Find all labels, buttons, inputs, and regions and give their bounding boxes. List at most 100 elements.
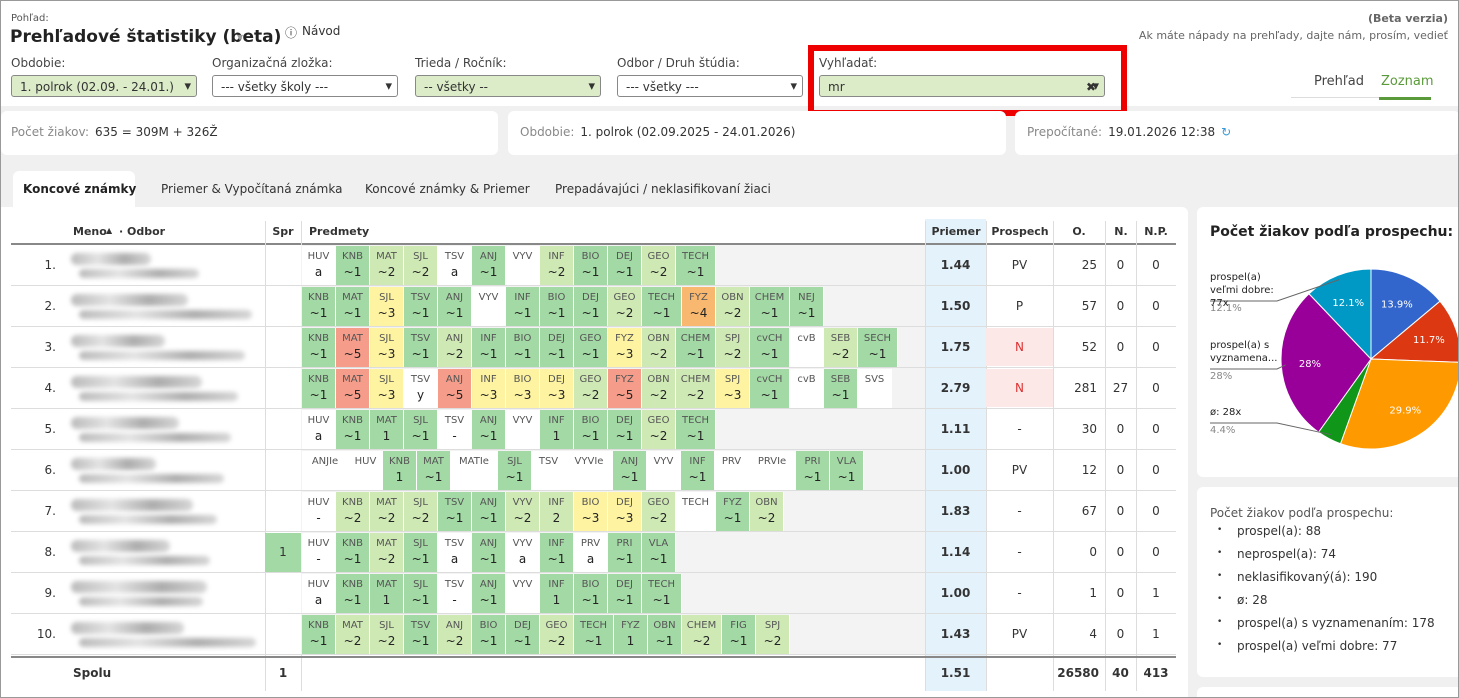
subject-cell[interactable]: TSVa xyxy=(438,533,472,572)
subject-cell[interactable]: cvB xyxy=(790,328,824,367)
subject-cell[interactable]: KNB~2 xyxy=(336,492,370,531)
subject-cell[interactable]: DEJ~1 xyxy=(540,328,574,367)
filter-select[interactable]: 1. polrok (02.09. - 24.01.) xyxy=(11,75,197,97)
subject-cell[interactable]: MAT~2 xyxy=(336,615,370,654)
subject-cell[interactable]: FYZ~5 xyxy=(608,369,642,408)
subject-cell[interactable]: HUV- xyxy=(302,492,336,531)
sort-icon[interactable]: ▲ xyxy=(106,226,112,235)
subject-cell[interactable]: MAT~1 xyxy=(336,287,370,326)
subject-cell[interactable]: SEB~1 xyxy=(824,369,858,408)
subject-cell[interactable]: VYV~2 xyxy=(506,492,540,531)
subject-cell[interactable]: DEJ~1 xyxy=(608,574,642,613)
subject-cell[interactable]: GEO~2 xyxy=(642,410,676,449)
subject-cell[interactable]: cvCH~1 xyxy=(750,369,790,408)
subject-cell[interactable]: SJL~1 xyxy=(404,410,438,449)
help-icon[interactable]: ⓘ xyxy=(285,24,297,41)
subject-cell[interactable]: KNB~1 xyxy=(336,410,370,449)
column-header[interactable]: · Odbor xyxy=(119,225,165,238)
subject-cell[interactable]: FYZ~4 xyxy=(682,287,716,326)
subject-cell[interactable]: SPJ~2 xyxy=(756,615,790,654)
subject-cell[interactable]: INF~3 xyxy=(472,369,506,408)
subject-cell[interactable]: ANJ~1 xyxy=(472,492,506,531)
subject-cell[interactable]: PRVIe xyxy=(749,451,796,490)
subject-cell[interactable]: TSV~1 xyxy=(438,492,472,531)
subject-cell[interactable]: SJL~3 xyxy=(370,287,404,326)
subject-cell[interactable]: CHEM~1 xyxy=(676,328,716,367)
subject-cell[interactable]: MAT1 xyxy=(370,574,404,613)
subject-cell[interactable]: BIO~1 xyxy=(540,287,574,326)
subject-cell[interactable]: KNB~1 xyxy=(302,328,336,367)
subject-cell[interactable]: HUVa xyxy=(302,574,336,613)
subject-cell[interactable]: CHEM~1 xyxy=(750,287,790,326)
subject-cell[interactable]: ANJ~1 xyxy=(472,533,506,572)
subject-cell[interactable]: SJL~3 xyxy=(370,369,404,408)
subject-cell[interactable]: SECH~1 xyxy=(858,328,898,367)
subject-cell[interactable]: MAT~1 xyxy=(417,451,451,490)
filter-select[interactable]: -- všetky -- xyxy=(415,75,601,97)
subject-cell[interactable]: NEJ~1 xyxy=(790,287,824,326)
subject-cell[interactable]: GEO~2 xyxy=(608,287,642,326)
subject-cell[interactable]: KNB~1 xyxy=(336,533,370,572)
search-input[interactable]: mr✖ xyxy=(819,75,1105,97)
subject-cell[interactable]: MAT~2 xyxy=(370,533,404,572)
subject-cell[interactable]: TSV~1 xyxy=(404,615,438,654)
subject-cell[interactable]: VYV xyxy=(506,246,540,285)
filter-select[interactable]: --- všetky --- xyxy=(617,75,803,97)
filter-select[interactable]: --- všetky školy --- xyxy=(212,75,398,97)
subject-cell[interactable]: CHEM~2 xyxy=(682,615,722,654)
refresh-icon[interactable]: ↻ xyxy=(1221,125,1231,139)
subject-cell[interactable]: VLA~1 xyxy=(830,451,864,490)
subject-cell[interactable]: PRV xyxy=(715,451,749,490)
subject-cell[interactable]: INF~1 xyxy=(681,451,715,490)
subject-cell[interactable]: TSV- xyxy=(438,410,472,449)
tab[interactable]: Koncové známky xyxy=(23,182,136,196)
subject-cell[interactable]: OBN~2 xyxy=(642,328,676,367)
subject-cell[interactable]: TECH xyxy=(676,492,716,531)
subject-cell[interactable]: TECH~1 xyxy=(676,246,716,285)
subject-cell[interactable]: ANJ~1 xyxy=(438,287,472,326)
subject-cell[interactable]: ANJ~1 xyxy=(472,410,506,449)
subject-cell[interactable]: INF1 xyxy=(540,574,574,613)
subject-cell[interactable]: TSV xyxy=(532,451,566,490)
subject-cell[interactable]: cvCH~1 xyxy=(750,328,790,367)
subject-cell[interactable]: MATIe xyxy=(451,451,498,490)
subject-cell[interactable]: BIO~1 xyxy=(506,328,540,367)
subject-cell[interactable]: TSV~1 xyxy=(404,328,438,367)
subject-cell[interactable]: OBN~1 xyxy=(648,615,682,654)
subject-cell[interactable]: CHEM~2 xyxy=(676,369,716,408)
subject-cell[interactable]: MAT~5 xyxy=(336,328,370,367)
subject-cell[interactable]: PRI~1 xyxy=(796,451,830,490)
subject-cell[interactable]: KNB1 xyxy=(383,451,417,490)
subject-cell[interactable]: BIO~1 xyxy=(574,246,608,285)
subject-cell[interactable]: SJL~1 xyxy=(404,574,438,613)
subject-cell[interactable]: cvB xyxy=(790,369,824,408)
subject-cell[interactable]: INF~1 xyxy=(506,287,540,326)
subject-cell[interactable]: DEJ~1 xyxy=(574,287,608,326)
subject-cell[interactable]: OBN~2 xyxy=(642,369,676,408)
subject-cell[interactable]: KNB~1 xyxy=(302,615,336,654)
subject-cell[interactable]: SJL~2 xyxy=(404,246,438,285)
tab[interactable]: Prepadávajúci / neklasifikovaní žiaci xyxy=(555,182,771,196)
subject-cell[interactable]: OBN~2 xyxy=(716,287,750,326)
subject-cell[interactable]: SJL~3 xyxy=(370,328,404,367)
tab[interactable]: Priemer & Vypočítaná známka xyxy=(161,182,342,196)
subject-cell[interactable]: HUV xyxy=(349,451,383,490)
subject-cell[interactable]: PRI~1 xyxy=(608,533,642,572)
subject-cell[interactable]: HUVa xyxy=(302,246,336,285)
subject-cell[interactable]: SJL~1 xyxy=(404,533,438,572)
help-link[interactable]: Návod xyxy=(302,24,340,38)
subject-cell[interactable]: TSV- xyxy=(438,574,472,613)
column-header[interactable]: Predmety xyxy=(309,225,369,238)
subject-cell[interactable]: ANJ~2 xyxy=(438,615,472,654)
subject-cell[interactable]: DEJ~1 xyxy=(506,615,540,654)
subject-cell[interactable]: ANJ~1 xyxy=(472,246,506,285)
subject-cell[interactable]: GEO~2 xyxy=(574,369,608,408)
subject-cell[interactable]: ANJ~1 xyxy=(472,574,506,613)
subject-cell[interactable]: SJL~2 xyxy=(404,492,438,531)
subject-cell[interactable]: INF~1 xyxy=(540,533,574,572)
subject-cell[interactable]: MAT~2 xyxy=(370,492,404,531)
subject-cell[interactable]: TECH~1 xyxy=(574,615,614,654)
subject-cell[interactable]: INF~2 xyxy=(540,246,574,285)
subject-cell[interactable]: SVS xyxy=(858,369,892,408)
subject-cell[interactable]: SPJ~2 xyxy=(716,328,750,367)
